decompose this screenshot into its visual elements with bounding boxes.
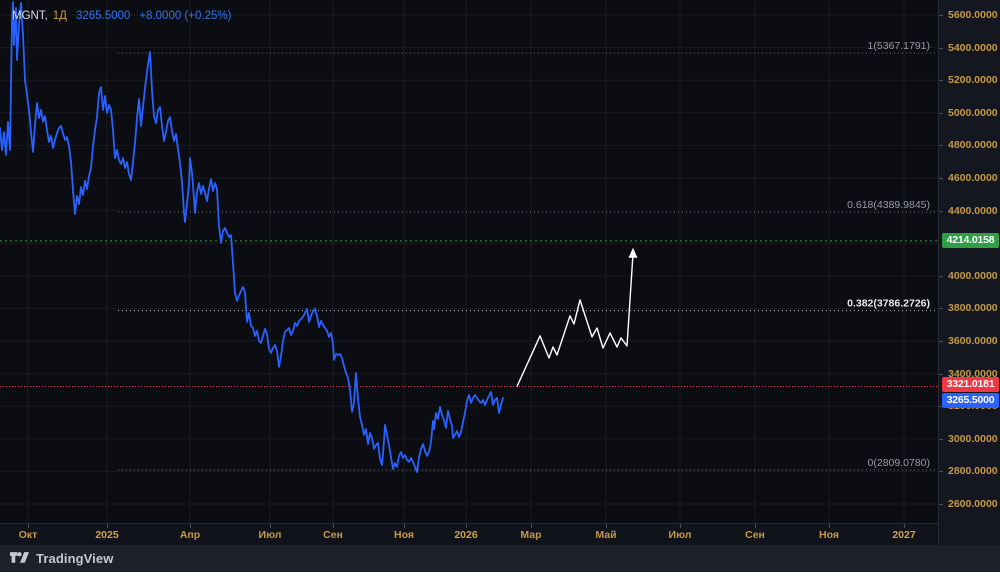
price-axis-label: 5400.0000 [948, 41, 998, 54]
price-axis-label: 5000.0000 [948, 106, 998, 119]
price-axis-tick [939, 308, 943, 310]
price-axis-label: 3800.0000 [948, 302, 998, 315]
price-chart-canvas[interactable]: 1(5367.1791) 0.618(4389.9845) 0.382(3786.2… [0, 0, 938, 523]
price-axis-label: 5600.0000 [948, 9, 998, 21]
price-axis-label: 4000.0000 [948, 269, 998, 282]
price-axis-label: 3400.0000 [948, 367, 998, 380]
fib-level-label: 0(2809.0780) [868, 457, 930, 469]
fib-level-label: 0.382(3786.2726) [847, 298, 930, 310]
price-axis-tick [939, 373, 943, 375]
time-axis-tick [531, 524, 532, 528]
tradingview-brand-text[interactable]: TradingView [36, 551, 114, 566]
fib-level-label: 0.618(4389.9845) [847, 199, 930, 211]
time-axis-tick [466, 524, 467, 528]
price-axis-label: 3600.0000 [948, 335, 998, 347]
chart-pane[interactable]: 1(5367.1791) 0.618(4389.9845) 0.382(3786.2… [0, 0, 938, 523]
time-axis-tick [270, 524, 271, 528]
time-axis-label: Окт [18, 529, 38, 541]
time-axis[interactable]: Окт 2025 Апр Июл Сен Ноя 2026 Мар Май Июл Сен Ноя 20… [0, 523, 938, 545]
time-axis-tick [404, 524, 405, 528]
time-axis-label: Апр [179, 529, 201, 541]
tradingview-logo-icon[interactable] [10, 551, 29, 566]
time-axis-tick [606, 524, 607, 528]
price-axis-label: 3000.0000 [948, 432, 998, 445]
forecast-drawing[interactable] [516, 253, 634, 387]
price-axis-tick [939, 341, 943, 342]
time-axis-tick [680, 524, 681, 528]
alert-price-badge: 3321.0181 [942, 377, 999, 393]
last-price-value: 3265.5000 [75, 10, 131, 22]
time-axis-label: Ноя [394, 529, 414, 541]
chart-legend[interactable]: MGNT, 1Д 3265.5000 +8.0000 (+0.25%) [12, 10, 231, 22]
time-axis-label: Сен [323, 529, 343, 541]
price-line-series [0, 1, 504, 473]
time-axis-label: Июл [258, 529, 282, 541]
price-axis-tick [939, 15, 943, 16]
attribution-bar: TradingView [0, 545, 1000, 572]
price-change-value: +8.0000 (+0.25%) [139, 10, 232, 22]
time-axis-tick [28, 524, 29, 528]
price-axis-label: 4400.0000 [948, 204, 998, 217]
alert-price-badge: 4214.0158 [942, 233, 999, 249]
fib-level-label: 1(5367.1791) [868, 40, 930, 52]
time-axis-label: 2025 [95, 529, 119, 541]
price-axis-tick [939, 504, 943, 505]
time-axis-tick [333, 524, 334, 528]
price-axis-tick [939, 210, 943, 212]
price-axis[interactable]: 2600.00002800.00003000.00003200.00003400… [938, 0, 1000, 545]
interval-label: 1Д [52, 10, 67, 22]
price-axis-tick [939, 438, 943, 440]
time-axis-tick [107, 524, 108, 528]
time-axis-label: Мар [520, 529, 542, 541]
time-axis-label: Июл [668, 529, 692, 541]
price-axis-tick [939, 80, 943, 82]
time-axis-label: Ноя [819, 529, 839, 541]
arrow-up-icon [628, 247, 638, 258]
time-axis-label: Сен [745, 529, 765, 541]
price-axis-tick [939, 471, 943, 473]
price-axis-label: 2600.0000 [948, 498, 998, 510]
price-axis-tick [939, 178, 943, 179]
price-axis-tick [939, 112, 943, 114]
time-axis-label: Май [595, 529, 617, 541]
price-axis-tick [939, 406, 943, 408]
time-axis-tick [904, 524, 905, 528]
price-axis-tick [939, 47, 943, 49]
symbol-name: MGNT, [12, 10, 48, 22]
price-axis-tick [939, 145, 943, 147]
price-axis-label: 4600.0000 [948, 172, 998, 184]
time-axis-tick [190, 524, 191, 528]
price-axis-label: 5200.0000 [948, 74, 998, 87]
price-axis-tick [939, 275, 943, 277]
price-axis-label: 4800.0000 [948, 139, 998, 152]
time-axis-tick [755, 524, 756, 528]
price-axis-label: 2800.0000 [948, 465, 998, 478]
last-price-badge: 3265.5000 [942, 393, 999, 409]
time-axis-label: 2027 [892, 529, 916, 541]
time-axis-label: 2026 [454, 529, 478, 541]
time-axis-tick [829, 524, 830, 528]
